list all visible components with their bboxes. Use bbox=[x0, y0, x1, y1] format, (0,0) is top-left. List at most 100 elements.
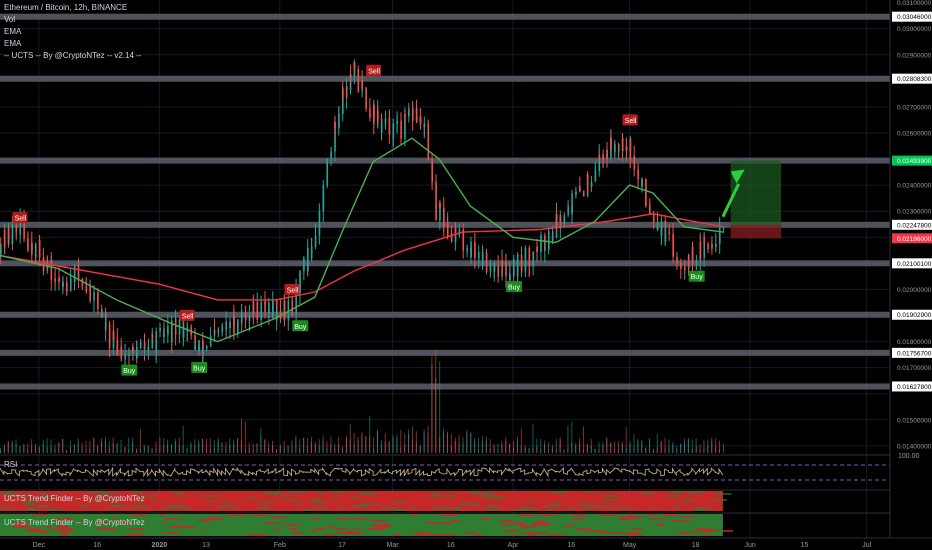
candle-body bbox=[3, 229, 6, 245]
signal-badge bbox=[366, 64, 382, 76]
trend-finder-segment bbox=[451, 520, 460, 522]
trend-finder-segment bbox=[673, 505, 680, 507]
trend-finder-segment bbox=[526, 501, 533, 503]
trend-finder-segment bbox=[351, 497, 360, 499]
candle-body bbox=[167, 325, 169, 331]
price-level-badge bbox=[892, 347, 932, 358]
candle-body bbox=[474, 241, 476, 253]
signal-label: Buy bbox=[294, 324, 307, 331]
trend-finder-segment bbox=[438, 522, 453, 524]
candle-body bbox=[474, 252, 476, 259]
trend-finder-segment bbox=[48, 509, 62, 511]
volume-bar bbox=[85, 440, 87, 453]
volume-bar bbox=[431, 356, 433, 453]
volume-bar bbox=[124, 446, 126, 453]
volume-bar bbox=[598, 441, 600, 453]
candle-body bbox=[443, 224, 445, 228]
candle-body bbox=[34, 244, 37, 257]
volume-bar bbox=[307, 437, 309, 453]
trend-finder-segment bbox=[0, 493, 16, 495]
indicator-label-ema-1[interactable]: EMA bbox=[4, 27, 22, 36]
volume-bar bbox=[342, 446, 344, 453]
candle-body bbox=[711, 244, 713, 246]
volume-bar bbox=[439, 437, 441, 453]
volume-bar bbox=[353, 432, 355, 453]
indicator-label-vol[interactable]: Vol bbox=[4, 15, 16, 24]
volume-bar bbox=[485, 436, 487, 453]
volume-bar bbox=[645, 447, 647, 453]
candle-body bbox=[128, 354, 130, 356]
trend-finder-segment bbox=[393, 501, 409, 503]
trend-finder-segment bbox=[483, 505, 499, 507]
price-level-badge bbox=[892, 73, 932, 84]
trend-finder-segment bbox=[596, 505, 613, 507]
volume-bar bbox=[42, 443, 44, 453]
rsi-pane-label[interactable]: RSI bbox=[4, 460, 18, 469]
indicator-label-ema-2[interactable]: EMA bbox=[4, 39, 22, 48]
trend-finder-label-1[interactable]: UCTS Trend Finder -- By @CryptoNTez bbox=[4, 494, 145, 503]
trend-finder-label-2[interactable]: UCTS Trend Finder -- By @CryptoNTez bbox=[4, 518, 145, 527]
volume-bar bbox=[423, 432, 425, 453]
candle-body bbox=[501, 260, 503, 265]
trend-finder-segment bbox=[95, 522, 110, 524]
volume-bar bbox=[691, 448, 693, 453]
candle-body bbox=[633, 156, 636, 170]
candle-body bbox=[81, 281, 84, 286]
candle-body bbox=[69, 279, 72, 291]
signal-label: Sell bbox=[182, 313, 194, 320]
symbol-title[interactable]: Ethereum / Bitcoin, 12h, BINANCE bbox=[4, 3, 128, 12]
trend-finder-segment bbox=[323, 534, 336, 536]
trend-finder-segment bbox=[138, 501, 143, 503]
sell-signal: Sell bbox=[284, 283, 300, 295]
volume-bar bbox=[470, 433, 472, 453]
trend-finder-segment bbox=[410, 514, 417, 516]
candle-body bbox=[478, 252, 480, 258]
candle-body bbox=[419, 116, 422, 125]
trend-finder-segment bbox=[499, 520, 514, 522]
volume-bar bbox=[396, 434, 398, 453]
volume-bar bbox=[174, 438, 176, 453]
candle-body bbox=[524, 247, 527, 258]
price-axis-tick: 0.02100100 bbox=[897, 261, 932, 268]
candle-body bbox=[330, 151, 332, 158]
candle-body bbox=[652, 215, 655, 222]
candle-body bbox=[563, 215, 566, 223]
buy-signal: Buy bbox=[121, 364, 138, 376]
candle-body bbox=[579, 186, 581, 192]
trend-finder-segment bbox=[106, 499, 122, 501]
time-axis-tick: Jun bbox=[744, 542, 755, 549]
volume-bar bbox=[536, 438, 538, 453]
trend-finder-segment bbox=[664, 514, 677, 516]
volume-bar bbox=[303, 437, 305, 453]
trend-finder-segment bbox=[695, 507, 712, 509]
trend-finder-segment bbox=[680, 516, 694, 518]
candle-body bbox=[89, 285, 91, 301]
volume-bar bbox=[699, 444, 701, 453]
volume-bar bbox=[707, 439, 709, 453]
candle-body bbox=[641, 179, 643, 187]
volume-bar bbox=[163, 438, 165, 453]
trend-finder-segment bbox=[549, 534, 566, 536]
volume-bar bbox=[575, 442, 577, 453]
indicator-label-ucts[interactable]: -- UCTS -- By @CryptoNTez -- v2.14 -- bbox=[4, 51, 142, 60]
candle-body bbox=[454, 226, 457, 235]
volume-bar bbox=[695, 438, 697, 453]
candle-body bbox=[582, 193, 585, 197]
trend-finder-segment bbox=[50, 528, 59, 530]
candle-body bbox=[334, 122, 336, 129]
volume-bar bbox=[586, 444, 588, 453]
volume-bar bbox=[691, 439, 693, 453]
trend-finder-segment bbox=[80, 505, 91, 507]
volume-bar bbox=[524, 447, 526, 453]
candle-body bbox=[489, 263, 492, 268]
volume-bar bbox=[69, 447, 71, 453]
trend-finder-segment bbox=[114, 528, 118, 530]
volume-bar bbox=[695, 446, 697, 453]
trend-finder-segment bbox=[6, 495, 15, 497]
volume-bar bbox=[66, 450, 68, 453]
candle-body bbox=[287, 300, 290, 310]
trend-finder-segment bbox=[628, 534, 643, 536]
volume-bar bbox=[15, 443, 17, 453]
